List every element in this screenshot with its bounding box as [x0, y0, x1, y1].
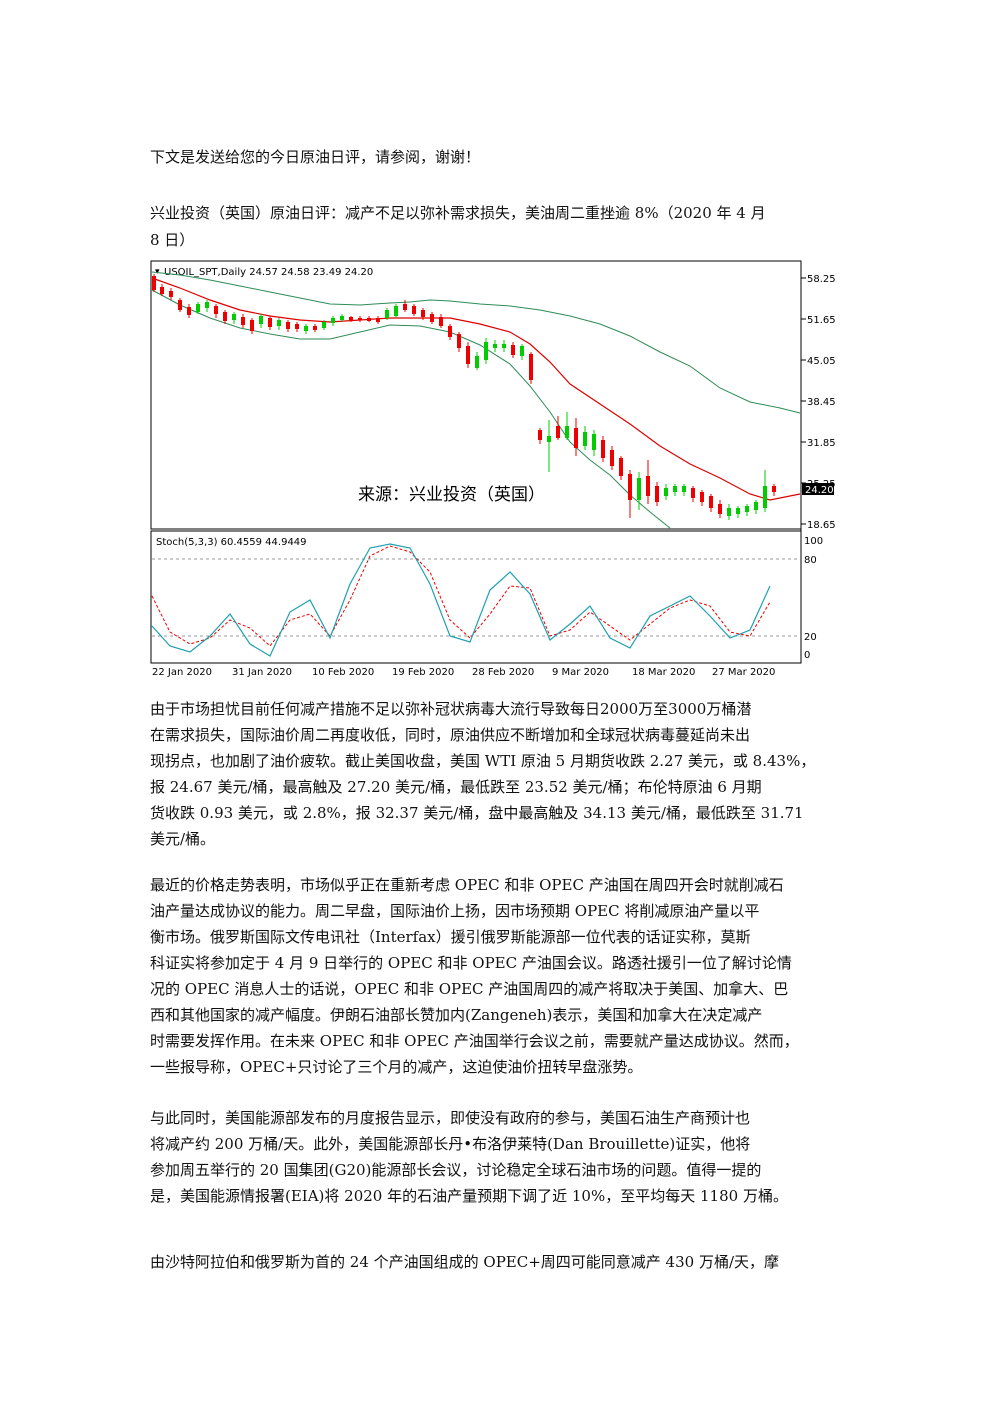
date-label: 27 Mar 2020	[712, 667, 775, 678]
price-tick: 18.65	[807, 520, 836, 531]
bollinger-upper	[151, 271, 801, 414]
chart-header: USOIL_SPT,Daily 24.57 24.58 23.49 24.20	[164, 267, 373, 278]
stoch-label: Stoch(5,3,3) 60.4559 44.9449	[156, 537, 307, 548]
paragraph-line: 由沙特阿拉伯和俄罗斯为首的 24 个产油国组成的 OPEC+周四可能同意减产 4…	[150, 1253, 780, 1271]
chart-header-icon: ▾	[155, 267, 160, 277]
stoch-main-line	[151, 543, 771, 657]
price-chart: ▾ USOIL_SPT,Daily 24.57 24.58 23.49 24.2…	[150, 260, 836, 680]
paragraph-line: 现拐点，也加剧了油价疲软。截止美国收盘，美国 WTI 原油 5 月期货收跌 2.…	[150, 752, 816, 770]
price-tick: 31.85	[807, 438, 836, 449]
date-label: 19 Feb 2020	[392, 667, 454, 678]
paragraph-line: 衡市场。俄罗斯国际文传电讯社（Interfax）援引俄罗斯能源部一位代表的话证实…	[150, 928, 751, 946]
intro-text: 下文是发送给您的今日原油日评，请参阅，谢谢！	[150, 148, 481, 166]
date-axis: 22 Jan 2020 31 Jan 2020 10 Feb 2020 19 F…	[152, 667, 775, 678]
title-line-2: 8 日）	[150, 231, 195, 249]
paragraph-line: 西和其他国家的减产幅度。伊朗石油部长赞加内(Zangeneh)表示，美国和加拿大…	[150, 1006, 763, 1024]
price-tick: 45.05	[807, 356, 836, 367]
price-tick: 38.45	[807, 397, 836, 408]
paragraph-line: 参加周五举行的 20 国集团(G20)能源部长会议，讨论稳定全球石油市场的问题。…	[150, 1161, 762, 1179]
stoch-tick: 80	[804, 555, 817, 566]
date-label: 28 Feb 2020	[472, 667, 534, 678]
stoch-tick: 20	[804, 632, 817, 643]
date-label: 9 Mar 2020	[552, 667, 609, 678]
paragraph-2: 最近的价格走势表明，市场似乎正在重新考虑 OPEC 和非 OPEC 产油国在周四…	[150, 872, 844, 1080]
paragraph-line: 报 24.67 美元/桶，最高触及 27.20 美元/桶，最低跌至 23.52 …	[150, 778, 762, 796]
paragraph-line: 况的 OPEC 消息人士的话说，OPEC 和非 OPEC 产油国周四的减产将取决…	[150, 980, 789, 998]
price-axis: 58.25 51.65 45.05 38.45 31.85 25.25 18.6…	[801, 274, 836, 531]
paragraph-line: 一些报导称，OPEC+只讨论了三个月的减产，这迫使油价扭转早盘涨势。	[150, 1058, 643, 1076]
current-price-box	[802, 483, 834, 495]
article-title: 兴业投资（英国）原油日评：减产不足以弥补需求损失，美油周二重挫逾 8%（2020…	[150, 200, 844, 254]
title-line-1: 兴业投资（英国）原油日评：减产不足以弥补需求损失，美油周二重挫逾 8%（2020…	[150, 204, 766, 222]
chart-watermark: 来源：兴业投资（英国）	[358, 485, 545, 505]
paragraph-line: 在需求损失，国际油价周二再度收低，同时，原油供应不断增加和全球冠状病毒蔓延尚未出	[150, 726, 751, 744]
price-tick: 51.65	[807, 315, 836, 326]
current-price: 24.20	[805, 485, 834, 496]
date-label: 22 Jan 2020	[152, 667, 212, 678]
paragraph-line: 是，美国能源情报署(EIA)将 2020 年的石油产量预期下调了近 10%，至平…	[150, 1187, 788, 1205]
paragraph-line: 科证实将参加定于 4 月 9 日举行的 OPEC 和非 OPEC 产油国会议。路…	[150, 954, 792, 972]
stoch-tick: 100	[804, 536, 823, 547]
paragraph-line: 美元/桶。	[150, 830, 216, 848]
date-label: 18 Mar 2020	[632, 667, 695, 678]
price-tick: 58.25	[807, 274, 836, 285]
paragraph-line: 油产量达成协议的能力。周二早盘，国际油价上扬，因市场预期 OPEC 将削减原油产…	[150, 902, 760, 920]
paragraph-line: 将减产约 200 万桶/天。此外，美国能源部长丹•布洛伊莱特(Dan Broui…	[150, 1135, 751, 1153]
paragraph-line: 与此同时，美国能源部发布的月度报告显示，即使没有政府的参与，美国石油生产商预计也	[150, 1109, 751, 1127]
stoch-axis: 100 80 20 0	[804, 536, 823, 661]
paragraph-1: 由于市场担忧目前任何减产措施不足以弥补冠状病毒大流行导致每日2000万至3000…	[150, 696, 844, 852]
stoch-signal-line	[151, 545, 771, 647]
candlesticks	[152, 274, 776, 520]
paragraph-4: 由沙特阿拉伯和俄罗斯为首的 24 个产油国组成的 OPEC+周四可能同意减产 4…	[150, 1249, 844, 1275]
paragraph-line: 货收跌 0.93 美元，或 2.8%，报 32.37 美元/桶，盘中最高触及 3…	[150, 804, 804, 822]
paragraph-line: 由于市场担忧目前任何减产措施不足以弥补冠状病毒大流行导致每日2000万至3000…	[150, 700, 752, 718]
moving-average	[151, 277, 801, 501]
date-label: 10 Feb 2020	[312, 667, 374, 678]
paragraph-line: 最近的价格走势表明，市场似乎正在重新考虑 OPEC 和非 OPEC 产油国在周四…	[150, 876, 784, 894]
date-label: 31 Jan 2020	[232, 667, 292, 678]
paragraph-3: 与此同时，美国能源部发布的月度报告显示，即使没有政府的参与，美国石油生产商预计也…	[150, 1105, 844, 1209]
paragraph-line: 时需要发挥作用。在未来 OPEC 和非 OPEC 产油国举行会议之前，需要就产量…	[150, 1032, 799, 1050]
stoch-tick: 0	[804, 650, 810, 661]
